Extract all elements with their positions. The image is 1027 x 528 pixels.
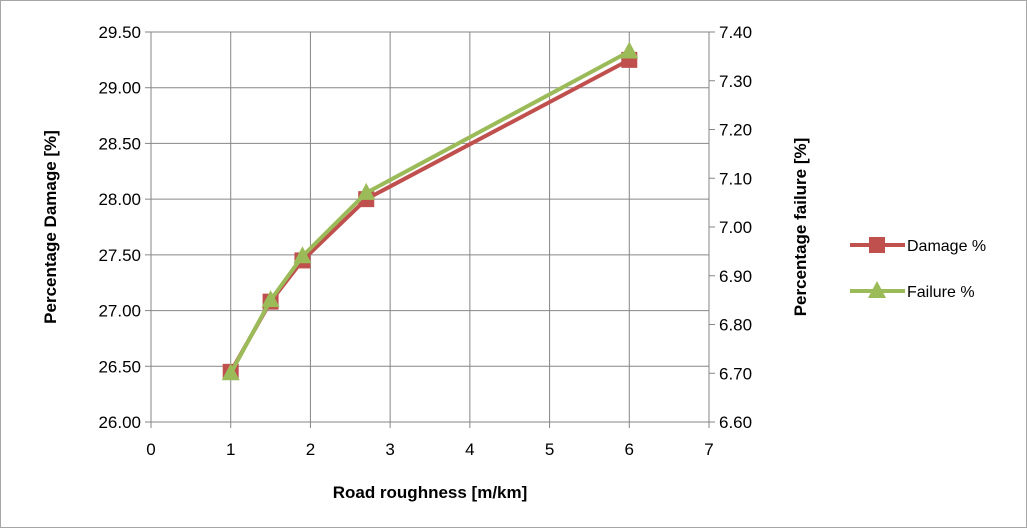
legend-marker-failure: [868, 281, 886, 298]
x-tick-label: 3: [385, 440, 394, 459]
y2-tick-label: 7.10: [719, 169, 752, 188]
legend-label-damage: Damage %: [907, 238, 986, 255]
data-point-failure: [357, 182, 376, 200]
legend-marker-damage: [869, 237, 885, 253]
x-tick-label: 0: [146, 440, 155, 459]
y-tick-label: 27.00: [98, 302, 141, 321]
y2-tick-label: 6.60: [719, 413, 752, 432]
tick-labels: 26.0026.5027.0027.5028.0028.5029.0029.50…: [98, 23, 752, 459]
data-point-failure: [620, 41, 639, 59]
y2-tick-label: 7.20: [719, 121, 752, 140]
x-tick-label: 7: [704, 440, 713, 459]
y2-tick-label: 7.00: [719, 218, 752, 237]
legend: Damage % Failure %: [850, 237, 986, 301]
series-group: [221, 41, 639, 381]
y-tick-label: 28.50: [98, 134, 141, 153]
y2-tick-label: 7.30: [719, 72, 752, 91]
y-tick-label: 29.00: [98, 79, 141, 98]
x-tick-label: 2: [306, 440, 315, 459]
series-line-damage: [228, 58, 631, 373]
y2-tick-label: 6.70: [719, 364, 752, 383]
x-tick-label: 1: [226, 440, 235, 459]
y2-tick-label: 7.40: [719, 23, 752, 42]
y2-tick-label: 6.80: [719, 316, 752, 335]
x-axis-title: Road roughness [m/km]: [333, 483, 528, 502]
y-tick-label: 28.00: [98, 190, 141, 209]
x-tick-label: 5: [545, 440, 554, 459]
y-tick-label: 26.00: [98, 413, 141, 432]
y2-tick-label: 6.90: [719, 267, 752, 286]
y-axis-title: Percentage Damage [%]: [41, 130, 60, 324]
y-tick-label: 27.50: [98, 246, 141, 265]
y-tick-label: 29.50: [98, 23, 141, 42]
series-line-failure: [228, 49, 631, 375]
x-tick-label: 4: [465, 440, 474, 459]
x-tick-label: 6: [625, 440, 634, 459]
data-point-failure: [293, 246, 312, 264]
legend-label-failure: Failure %: [907, 284, 975, 301]
data-point-failure: [221, 363, 240, 381]
axes: [145, 31, 715, 428]
data-point-failure: [261, 290, 280, 308]
gridlines: [151, 31, 709, 422]
y-tick-label: 26.50: [98, 357, 141, 376]
y2-axis-title: Percentage failure [%]: [791, 138, 810, 317]
